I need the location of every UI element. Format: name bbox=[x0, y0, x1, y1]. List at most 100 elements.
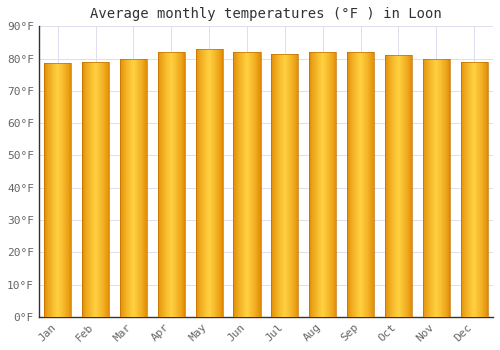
Bar bbox=[310, 52, 312, 317]
Bar bbox=[385, 55, 412, 317]
Bar bbox=[422, 58, 450, 317]
Bar bbox=[98, 62, 99, 317]
Bar bbox=[397, 55, 398, 317]
Bar bbox=[309, 52, 310, 317]
Bar bbox=[196, 49, 223, 317]
Bar bbox=[68, 63, 69, 317]
Bar bbox=[105, 62, 106, 317]
Bar bbox=[324, 52, 325, 317]
Bar bbox=[434, 58, 435, 317]
Bar bbox=[121, 58, 122, 317]
Bar bbox=[59, 63, 60, 317]
Bar bbox=[206, 49, 207, 317]
Bar bbox=[404, 55, 405, 317]
Bar bbox=[145, 58, 146, 317]
Bar bbox=[446, 58, 447, 317]
Bar bbox=[258, 52, 259, 317]
Bar bbox=[398, 55, 399, 317]
Bar bbox=[201, 49, 202, 317]
Bar bbox=[367, 52, 368, 317]
Bar bbox=[88, 62, 89, 317]
Bar bbox=[387, 55, 388, 317]
Bar bbox=[286, 54, 287, 317]
Bar bbox=[426, 58, 427, 317]
Bar bbox=[294, 54, 295, 317]
Bar bbox=[362, 52, 364, 317]
Bar bbox=[128, 58, 129, 317]
Bar bbox=[322, 52, 324, 317]
Bar bbox=[443, 58, 444, 317]
Bar bbox=[184, 52, 185, 317]
Bar bbox=[290, 54, 291, 317]
Bar bbox=[442, 58, 443, 317]
Bar bbox=[487, 62, 488, 317]
Bar bbox=[239, 52, 240, 317]
Bar bbox=[449, 58, 450, 317]
Bar bbox=[204, 49, 205, 317]
Bar bbox=[402, 55, 403, 317]
Bar bbox=[466, 62, 467, 317]
Bar bbox=[472, 62, 473, 317]
Bar bbox=[127, 58, 128, 317]
Bar bbox=[102, 62, 103, 317]
Bar bbox=[291, 54, 292, 317]
Bar bbox=[370, 52, 371, 317]
Bar bbox=[350, 52, 351, 317]
Bar bbox=[130, 58, 132, 317]
Bar bbox=[134, 58, 135, 317]
Bar bbox=[320, 52, 321, 317]
Bar bbox=[358, 52, 359, 317]
Bar bbox=[219, 49, 220, 317]
Bar bbox=[255, 52, 256, 317]
Bar bbox=[63, 63, 64, 317]
Bar bbox=[221, 49, 222, 317]
Bar bbox=[403, 55, 404, 317]
Bar bbox=[108, 62, 109, 317]
Bar bbox=[250, 52, 251, 317]
Bar bbox=[407, 55, 408, 317]
Bar bbox=[293, 54, 294, 317]
Bar bbox=[285, 54, 286, 317]
Bar bbox=[279, 54, 280, 317]
Bar bbox=[359, 52, 360, 317]
Bar bbox=[197, 49, 198, 317]
Bar bbox=[423, 58, 424, 317]
Bar bbox=[360, 52, 361, 317]
Bar bbox=[196, 49, 197, 317]
Bar bbox=[469, 62, 470, 317]
Bar bbox=[463, 62, 464, 317]
Bar bbox=[357, 52, 358, 317]
Bar bbox=[240, 52, 241, 317]
Bar bbox=[209, 49, 210, 317]
Bar bbox=[348, 52, 349, 317]
Bar bbox=[107, 62, 108, 317]
Bar bbox=[141, 58, 142, 317]
Bar bbox=[159, 52, 160, 317]
Bar bbox=[439, 58, 440, 317]
Bar bbox=[314, 52, 315, 317]
Bar bbox=[462, 62, 463, 317]
Bar bbox=[120, 58, 121, 317]
Bar bbox=[373, 52, 374, 317]
Bar bbox=[100, 62, 101, 317]
Bar bbox=[280, 54, 281, 317]
Bar bbox=[437, 58, 438, 317]
Bar bbox=[99, 62, 100, 317]
Bar bbox=[395, 55, 396, 317]
Bar bbox=[448, 58, 449, 317]
Bar bbox=[164, 52, 165, 317]
Bar bbox=[316, 52, 318, 317]
Bar bbox=[66, 63, 67, 317]
Bar bbox=[461, 62, 462, 317]
Bar bbox=[354, 52, 355, 317]
Bar bbox=[259, 52, 260, 317]
Bar bbox=[44, 63, 45, 317]
Bar bbox=[241, 52, 242, 317]
Bar bbox=[71, 63, 72, 317]
Bar bbox=[391, 55, 392, 317]
Bar bbox=[351, 52, 352, 317]
Bar bbox=[174, 52, 175, 317]
Bar bbox=[283, 54, 284, 317]
Bar bbox=[333, 52, 334, 317]
Bar bbox=[243, 52, 244, 317]
